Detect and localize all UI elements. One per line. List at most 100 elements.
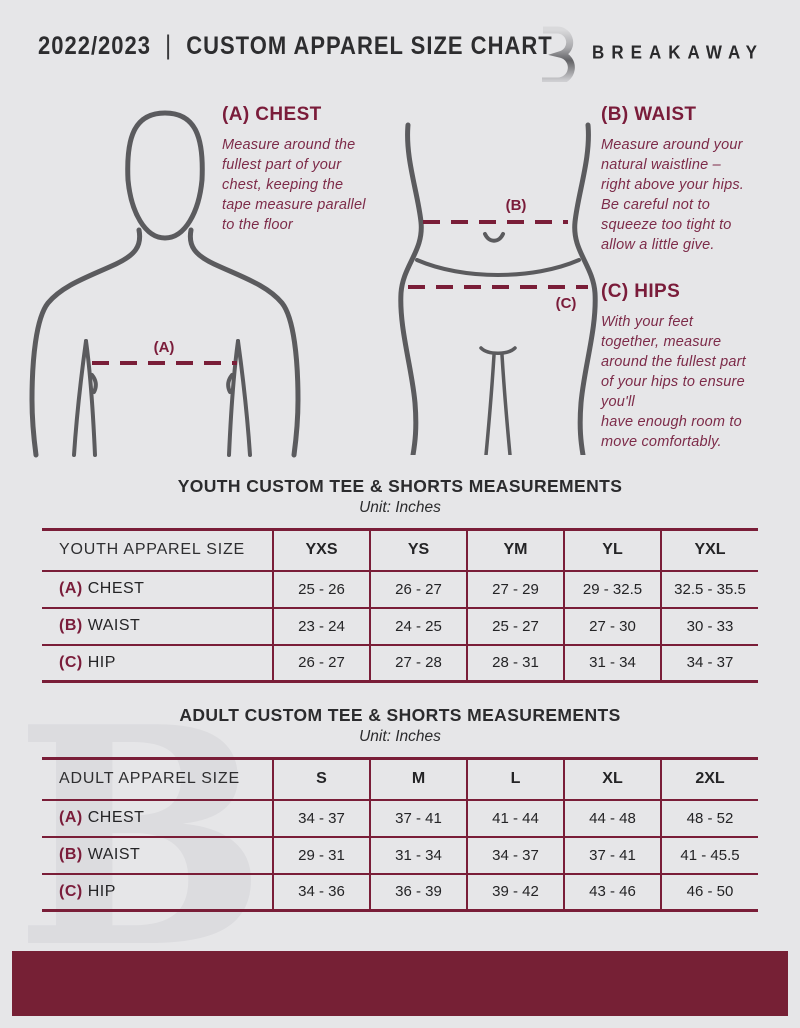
adult-size-column-header: ADULT APPAREL SIZE xyxy=(59,770,240,788)
row-label-chest: (A) CHEST xyxy=(42,798,273,837)
hips-marker-label: (C) xyxy=(556,295,577,312)
adult-chest-row: (A) CHEST 34 - 37 37 - 41 41 - 44 44 - 48… xyxy=(42,798,758,837)
chest-guide-text: Measure around the fullest part of your … xyxy=(222,137,366,233)
cell-value: 37 - 41 xyxy=(563,835,661,874)
left-armpit-crease xyxy=(90,373,98,394)
youth-waist-row: (B) WAIST 23 - 24 24 - 25 25 - 27 27 - 30… xyxy=(42,606,758,645)
adult-col-l: L xyxy=(466,758,564,800)
right-inner-leg xyxy=(500,353,512,455)
breakaway-logo-icon xyxy=(528,26,575,82)
cell-value: 30 - 33 xyxy=(660,606,758,645)
youth-col-yxs: YXS xyxy=(272,529,370,571)
youth-col-ym: YM xyxy=(466,529,564,571)
row-name: WAIST xyxy=(87,846,141,863)
youth-col-yxl: YXL xyxy=(660,529,758,571)
youth-size-table: YOUTH APPAREL SIZE YXS YS YM YL YXL (A) C… xyxy=(42,528,758,683)
cell-value: 31 - 34 xyxy=(369,835,467,874)
row-prefix: (C) xyxy=(59,653,83,671)
adult-waist-row: (B) WAIST 29 - 31 31 - 34 34 - 37 37 - 41… xyxy=(42,835,758,874)
crotch-curve xyxy=(479,346,517,355)
waist-guide: (B) WAIST Measure around your natural wa… xyxy=(601,104,793,255)
row-name: CHEST xyxy=(87,580,145,597)
chest-guide: (A) CHEST Measure around the fullest par… xyxy=(222,104,400,235)
lower-body-figure: (B) (C) xyxy=(398,122,598,455)
cell-value: 25 - 27 xyxy=(466,606,564,645)
page-header: 2022/2023 | CUSTOM APPAREL SIZE CHART xyxy=(0,0,800,96)
hips-guide: (C) HIPS With your feet together, measur… xyxy=(601,281,797,452)
right-inner-arm xyxy=(236,339,252,457)
row-prefix: (C) xyxy=(59,882,83,900)
cell-value: 26 - 27 xyxy=(272,643,370,682)
youth-header-row: YOUTH APPAREL SIZE YXS YS YM YL YXL xyxy=(42,529,758,571)
cell-value: 34 - 37 xyxy=(466,835,564,874)
title-text: CUSTOM APPAREL SIZE CHART xyxy=(186,31,553,60)
right-torso-side xyxy=(572,122,598,455)
adult-header-row: ADULT APPAREL SIZE S M L XL 2XL xyxy=(42,758,758,800)
navel-mark xyxy=(483,232,505,243)
cell-value: 41 - 44 xyxy=(466,798,564,837)
head-outline xyxy=(125,110,205,241)
adult-col-2xl: 2XL xyxy=(660,758,758,800)
cell-value: 23 - 24 xyxy=(272,606,370,645)
cell-value: 28 - 31 xyxy=(466,643,564,682)
cell-value: 39 - 42 xyxy=(466,872,564,911)
left-inner-arm xyxy=(72,339,88,457)
adult-table-title: ADULT CUSTOM TEE & SHORTS MEASUREMENTS xyxy=(179,705,621,725)
row-prefix: (A) xyxy=(59,580,83,597)
row-label-hip: (C) HIP xyxy=(42,643,273,682)
cell-value: 32.5 - 35.5 xyxy=(660,569,758,608)
brand-lockup: BREAKAWAY xyxy=(526,24,764,82)
cell-value: 26 - 27 xyxy=(369,569,467,608)
left-chest-side xyxy=(84,339,97,457)
cell-value: 27 - 29 xyxy=(466,569,564,608)
youth-table-unit: Unit: Inches xyxy=(359,499,441,516)
youth-size-column-header: YOUTH APPAREL SIZE xyxy=(59,541,246,559)
adult-col-s: S xyxy=(272,758,370,800)
row-prefix: (B) xyxy=(59,846,83,863)
cell-value: 29 - 31 xyxy=(272,835,370,874)
hips-guide-heading: (C) HIPS xyxy=(601,281,681,302)
upper-body-figure: (A) xyxy=(29,110,301,458)
row-label-waist: (B) WAIST xyxy=(42,606,273,645)
adult-col-xl: XL xyxy=(563,758,661,800)
row-name: HIP xyxy=(87,882,116,900)
cell-value: 48 - 52 xyxy=(660,798,758,837)
cell-value: 44 - 48 xyxy=(563,798,661,837)
waist-marker-label: (B) xyxy=(506,197,527,214)
cell-value: 37 - 41 xyxy=(369,798,467,837)
left-torso-side xyxy=(398,122,424,455)
cell-value: 34 - 37 xyxy=(660,643,758,682)
cell-value: 34 - 37 xyxy=(272,798,370,837)
row-name: WAIST xyxy=(87,617,141,634)
cell-value: 27 - 28 xyxy=(369,643,467,682)
left-inner-leg xyxy=(484,353,496,455)
footer-accent-bar xyxy=(12,951,788,1016)
hip-crease-line xyxy=(415,258,581,277)
cell-value: 43 - 46 xyxy=(563,872,661,911)
chest-marker-label: (A) xyxy=(154,339,175,356)
adult-col-m: M xyxy=(369,758,467,800)
adult-size-table: ADULT APPAREL SIZE S M L XL 2XL (A) CHEST… xyxy=(42,757,758,912)
row-prefix: (A) xyxy=(59,809,83,826)
row-label-waist: (B) WAIST xyxy=(42,835,273,874)
right-shoulder-arm xyxy=(187,227,301,458)
title-year: 2022/2023 xyxy=(38,31,151,60)
hips-guide-text: With your feet together, measure around … xyxy=(601,314,746,450)
adult-hip-row: (C) HIP 34 - 36 36 - 39 39 - 42 43 - 46 4… xyxy=(42,872,758,911)
cell-value: 27 - 30 xyxy=(563,606,661,645)
cell-value: 46 - 50 xyxy=(660,872,758,911)
cell-value: 29 - 32.5 xyxy=(563,569,661,608)
right-armpit-crease xyxy=(226,373,234,394)
measurement-diagram-section: (A) (B) (C) xyxy=(0,95,800,460)
adult-table-unit: Unit: Inches xyxy=(359,728,441,745)
youth-table-title: YOUTH CUSTOM TEE & SHORTS MEASUREMENTS xyxy=(177,476,623,496)
page-title: 2022/2023 | CUSTOM APPAREL SIZE CHART xyxy=(38,30,553,61)
youth-col-yl: YL xyxy=(563,529,661,571)
youth-hip-row: (C) HIP 26 - 27 27 - 28 28 - 31 31 - 34 3… xyxy=(42,643,758,682)
cell-value: 24 - 25 xyxy=(369,606,467,645)
chest-guide-heading: (A) CHEST xyxy=(222,104,322,125)
cell-value: 36 - 39 xyxy=(369,872,467,911)
right-chest-side xyxy=(227,339,240,457)
cell-value: 31 - 34 xyxy=(563,643,661,682)
